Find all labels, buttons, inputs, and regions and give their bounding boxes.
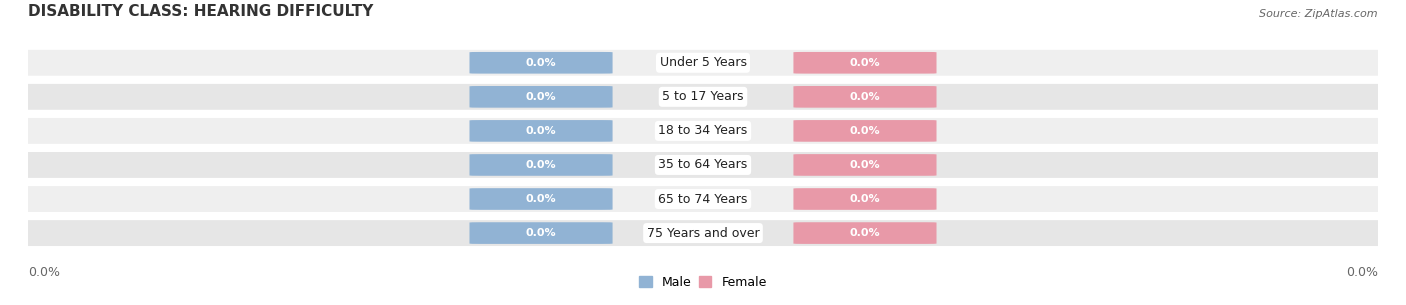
FancyBboxPatch shape xyxy=(470,52,613,74)
FancyBboxPatch shape xyxy=(470,222,613,244)
FancyBboxPatch shape xyxy=(470,120,613,142)
FancyBboxPatch shape xyxy=(14,186,1392,212)
FancyBboxPatch shape xyxy=(793,188,936,210)
FancyBboxPatch shape xyxy=(793,154,936,176)
FancyBboxPatch shape xyxy=(793,120,936,142)
Text: 0.0%: 0.0% xyxy=(1346,267,1378,279)
Text: 0.0%: 0.0% xyxy=(526,228,557,238)
Text: 0.0%: 0.0% xyxy=(526,126,557,136)
Text: 0.0%: 0.0% xyxy=(526,58,557,68)
Text: Source: ZipAtlas.com: Source: ZipAtlas.com xyxy=(1260,9,1378,19)
FancyBboxPatch shape xyxy=(793,86,936,108)
Text: 75 Years and over: 75 Years and over xyxy=(647,227,759,239)
FancyBboxPatch shape xyxy=(14,118,1392,144)
FancyBboxPatch shape xyxy=(793,52,936,74)
Legend: Male, Female: Male, Female xyxy=(640,276,766,289)
FancyBboxPatch shape xyxy=(470,154,613,176)
Text: 5 to 17 Years: 5 to 17 Years xyxy=(662,90,744,103)
Text: DISABILITY CLASS: HEARING DIFFICULTY: DISABILITY CLASS: HEARING DIFFICULTY xyxy=(28,4,374,19)
FancyBboxPatch shape xyxy=(793,222,936,244)
FancyBboxPatch shape xyxy=(470,86,613,108)
FancyBboxPatch shape xyxy=(14,84,1392,110)
FancyBboxPatch shape xyxy=(14,220,1392,246)
FancyBboxPatch shape xyxy=(14,152,1392,178)
Text: 0.0%: 0.0% xyxy=(849,194,880,204)
Text: 0.0%: 0.0% xyxy=(849,58,880,68)
Text: 0.0%: 0.0% xyxy=(526,194,557,204)
Text: 0.0%: 0.0% xyxy=(526,92,557,102)
Text: 0.0%: 0.0% xyxy=(849,126,880,136)
Text: 0.0%: 0.0% xyxy=(849,160,880,170)
Text: 18 to 34 Years: 18 to 34 Years xyxy=(658,124,748,137)
Text: 0.0%: 0.0% xyxy=(526,160,557,170)
Text: 65 to 74 Years: 65 to 74 Years xyxy=(658,192,748,206)
Text: Under 5 Years: Under 5 Years xyxy=(659,56,747,69)
Text: 0.0%: 0.0% xyxy=(849,92,880,102)
Text: 0.0%: 0.0% xyxy=(28,267,60,279)
Text: 0.0%: 0.0% xyxy=(849,228,880,238)
FancyBboxPatch shape xyxy=(14,50,1392,76)
Text: 35 to 64 Years: 35 to 64 Years xyxy=(658,159,748,171)
FancyBboxPatch shape xyxy=(470,188,613,210)
